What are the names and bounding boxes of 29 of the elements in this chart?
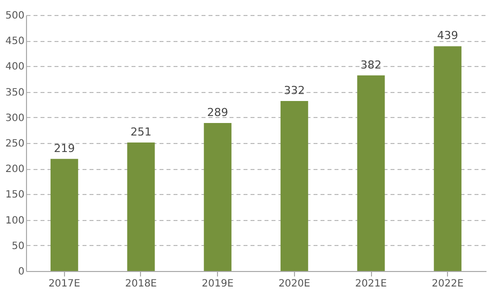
data-label: 332 (284, 84, 305, 98)
x-tick-label: 2022E (432, 278, 464, 290)
data-label: 219 (54, 142, 75, 155)
bar (50, 158, 78, 271)
data-label: 289 (207, 106, 228, 120)
bar (357, 75, 385, 271)
y-tick-label: 400 (5, 62, 24, 73)
y-tick-label: 50 (12, 240, 24, 252)
x-tick-label: 2020E (278, 278, 310, 290)
bar (280, 101, 308, 271)
bar (434, 46, 462, 271)
bar (127, 142, 155, 271)
y-tick-label: 100 (5, 215, 24, 226)
x-tick-label: 2021E (355, 278, 387, 290)
data-label: 439 (437, 29, 458, 42)
data-label: 382 (360, 58, 382, 72)
y-tick-label: 0 (18, 266, 24, 278)
x-tick-label: 2017E (48, 278, 80, 290)
y-tick-label: 500 (5, 10, 24, 22)
y-tick-label: 450 (5, 36, 24, 48)
data-label: 251 (130, 125, 152, 138)
bar (204, 123, 232, 271)
y-tick-label: 350 (5, 87, 24, 98)
y-tick-label: 300 (5, 112, 24, 124)
y-tick-label: 150 (5, 190, 24, 201)
y-tick-label: 200 (5, 164, 24, 176)
x-tick-label: 2019E (202, 278, 234, 290)
x-tick-label: 2018E (125, 278, 157, 290)
y-tick-label: 250 (5, 138, 24, 150)
